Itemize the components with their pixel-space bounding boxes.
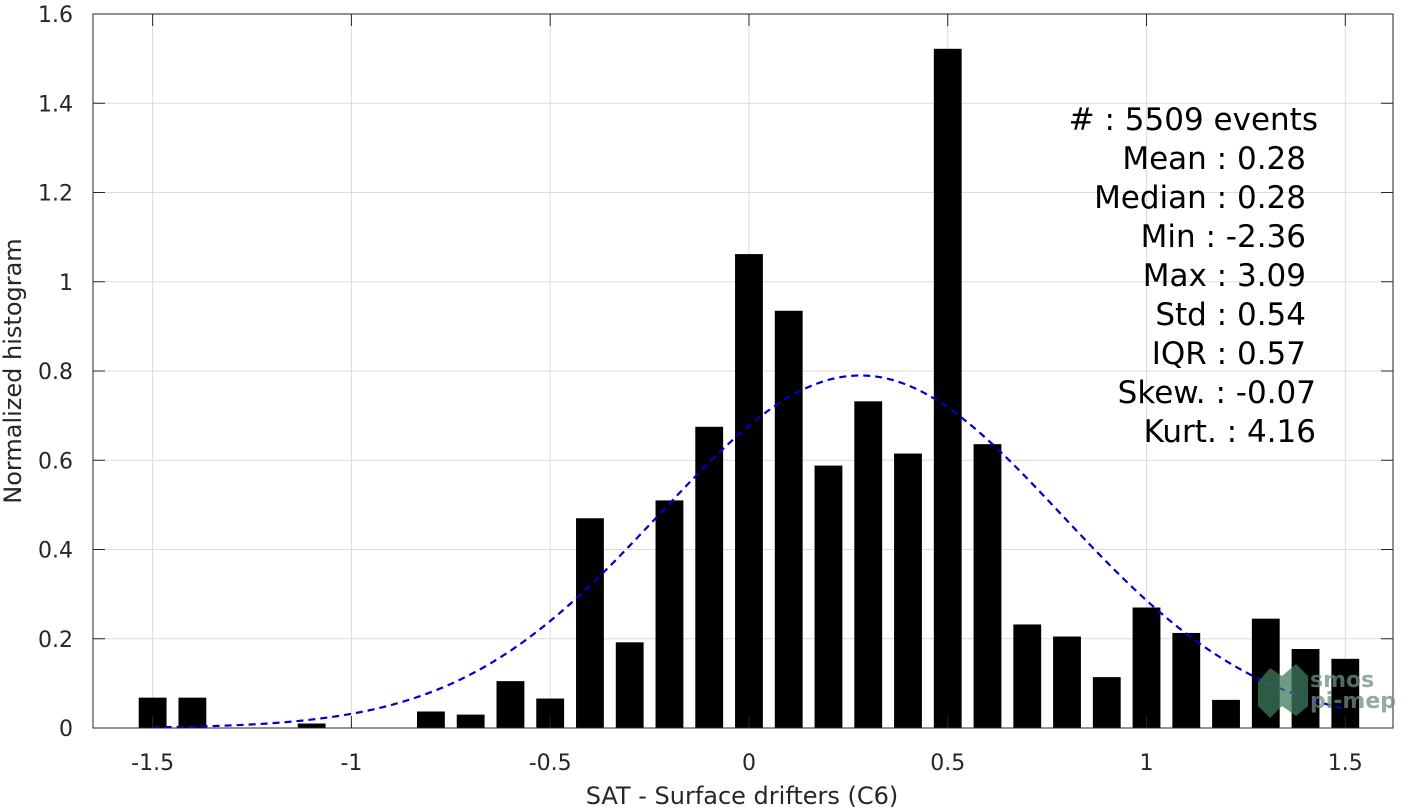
x-tick-label: -1 xyxy=(340,751,362,776)
y-tick-labels: 0 0.2 0.4 0.6 0.8 1 1.2 1.4 1.6 xyxy=(38,3,73,742)
histogram-bar xyxy=(576,518,604,728)
normal-fit-curve xyxy=(152,374,1346,729)
y-tick-label: 0 xyxy=(59,717,73,742)
x-tick-label: 0.5 xyxy=(930,751,965,776)
logo-text-top: smos xyxy=(1310,668,1374,693)
x-tick-label: -0.5 xyxy=(529,751,572,776)
histogram-bar xyxy=(496,681,525,728)
x-tick-label: 0 xyxy=(742,751,756,776)
histogram-bar xyxy=(1132,607,1161,728)
histogram-bar xyxy=(854,401,883,728)
y-tick-label: 1.4 xyxy=(38,92,73,117)
histogram-bar xyxy=(774,310,803,728)
y-tick-label: 0.2 xyxy=(38,628,73,653)
stat-line: Max : 3.09 xyxy=(1143,258,1306,294)
histogram-bar xyxy=(973,444,1002,728)
histogram-bar xyxy=(1092,677,1121,728)
smos-pimep-logo: smos pi-mep xyxy=(1258,664,1396,718)
histogram-bar xyxy=(1053,636,1081,728)
stat-line: Kurt. : 4.16 xyxy=(1144,414,1316,450)
y-tick-label: 1.6 xyxy=(38,3,73,28)
stat-line: # : 5509 events xyxy=(1069,102,1318,138)
histogram-bar xyxy=(456,714,485,728)
histogram-bar xyxy=(933,48,962,729)
x-tick-label: -1.5 xyxy=(131,751,174,776)
histogram-bar xyxy=(655,500,684,728)
histogram-bar xyxy=(695,426,724,728)
histogram-bar xyxy=(178,697,207,728)
histogram-bar xyxy=(894,453,922,728)
histogram-bar xyxy=(1013,624,1042,728)
stat-line: Skew. : -0.07 xyxy=(1118,375,1316,411)
y-tick-label: 1 xyxy=(59,271,73,296)
stat-line: Min : -2.36 xyxy=(1141,219,1306,255)
stat-line: Mean : 0.28 xyxy=(1122,141,1306,177)
x-tick-label: 1 xyxy=(1140,751,1154,776)
logo-text-bottom: pi-mep xyxy=(1310,689,1396,714)
histogram-bar xyxy=(814,465,843,728)
stat-line: Std : 0.54 xyxy=(1155,297,1306,333)
x-axis-label: SAT - Surface drifters (C6) xyxy=(586,782,899,809)
y-tick-label: 0.6 xyxy=(38,449,73,474)
histogram-bar xyxy=(297,723,326,728)
histogram-bar xyxy=(417,711,445,728)
stat-line: Median : 0.28 xyxy=(1094,180,1306,216)
histogram-bar xyxy=(1212,699,1240,728)
y-tick-label: 0.8 xyxy=(38,360,73,385)
histogram-bar xyxy=(735,254,763,728)
histogram-bars xyxy=(138,48,1360,729)
histogram-bar xyxy=(615,642,644,728)
y-tick-label: 0.4 xyxy=(38,539,73,564)
y-axis-label: Normalized histogram xyxy=(0,238,27,503)
x-tick-label: 1.5 xyxy=(1328,751,1363,776)
logo-mark-icon xyxy=(1258,664,1308,718)
stat-line: IQR : 0.57 xyxy=(1152,336,1306,372)
y-tick-label: 1.2 xyxy=(38,182,73,207)
x-tick-labels: -1.5 -1 -0.5 0 0.5 1 1.5 xyxy=(131,751,1363,776)
axis-ticks xyxy=(93,13,1393,729)
histogram-bar xyxy=(1172,632,1201,728)
